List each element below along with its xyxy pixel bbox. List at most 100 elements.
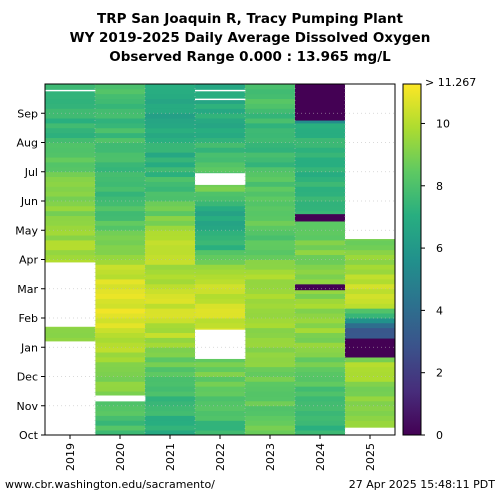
colorbar-tick-label: 0 [436, 429, 443, 442]
heatmap-cell [95, 166, 146, 173]
heatmap-cell [95, 210, 146, 217]
heatmap-cell [295, 410, 346, 416]
heatmap-cell [145, 103, 196, 109]
heatmap-cell [145, 318, 196, 324]
heatmap-cell [45, 332, 96, 338]
heatmap-cell [95, 220, 146, 226]
heatmap-cell [245, 230, 296, 236]
heatmap-cell [95, 123, 146, 129]
heatmap-cell [345, 249, 396, 256]
heatmap-cell [195, 132, 246, 139]
heatmap-cell [295, 347, 346, 353]
heatmap-cell [145, 337, 196, 343]
heatmap-cell [245, 196, 296, 202]
heatmap-cell [245, 98, 296, 104]
heatmap-cell [145, 123, 196, 129]
heatmap-cell [145, 225, 196, 231]
heatmap-cell [145, 181, 196, 187]
heatmap-cell [45, 152, 96, 158]
heatmap-cell [195, 152, 246, 158]
heatmap-cell [95, 337, 146, 343]
heatmap-cell [145, 137, 196, 143]
heatmap-cell [45, 84, 96, 90]
heatmap-cell [45, 162, 96, 168]
heatmap-cell [245, 215, 296, 221]
source-url[interactable]: www.cbr.washington.edu/sacramento/ [5, 478, 215, 491]
heatmap-cell [195, 254, 246, 260]
heatmap-cell [195, 400, 246, 407]
heatmap-cell [145, 283, 196, 290]
heatmap-cell [245, 410, 296, 416]
y-tick-label: Oct [19, 429, 39, 442]
heatmap-cell [295, 259, 346, 265]
heatmap-cell [95, 425, 146, 431]
heatmap-cell [195, 205, 246, 212]
heatmap-cell [45, 205, 96, 212]
heatmap-cell [195, 318, 246, 324]
heatmap-cell [45, 244, 96, 251]
heatmap-cell [145, 405, 196, 412]
heatmap-cell [95, 176, 146, 182]
heatmap-cell [95, 400, 146, 407]
heatmap-cell [245, 371, 296, 377]
heatmap-cell [295, 313, 346, 319]
heatmap-cell [95, 391, 146, 397]
heatmap-cell [245, 244, 296, 251]
heatmap-cell [45, 166, 96, 173]
heatmap-cell [245, 318, 296, 324]
heatmap-cell [295, 264, 346, 270]
heatmap-cell [245, 127, 296, 134]
heatmap-cell [345, 420, 396, 426]
heatmap-cell [245, 259, 296, 265]
heatmap-cell [95, 118, 146, 124]
heatmap-cell [295, 269, 346, 275]
heatmap-cell [195, 313, 246, 319]
heatmap-cell [295, 240, 346, 246]
heatmap-cell [145, 191, 196, 197]
heatmap-cell [45, 240, 96, 246]
x-axis: 2019 2020 2021 2022 2023 2024 2025 [64, 435, 377, 471]
heatmap-cell [295, 127, 346, 134]
heatmap-cell [95, 147, 146, 153]
heatmap-cell [295, 186, 346, 192]
heatmap-cell [295, 332, 346, 338]
heatmap-cell [95, 420, 146, 426]
chart-title-line1: TRP San Joaquin R, Tracy Pumping Plant [97, 11, 403, 27]
heatmap-cell [295, 220, 346, 226]
heatmap-cell [45, 93, 96, 100]
y-tick-label: Sep [17, 107, 38, 120]
heatmap-cell [95, 191, 146, 197]
heatmap-cell [295, 176, 346, 182]
missing-data-gap [95, 395, 146, 402]
heatmap-cell [295, 249, 346, 256]
heatmap-cell [45, 230, 96, 236]
heatmap-cell [245, 322, 296, 329]
heatmap-cell [245, 274, 296, 280]
heatmap-cell [245, 152, 296, 158]
heatmap-cell [245, 142, 296, 148]
heatmap-cell [245, 235, 296, 241]
heatmap-cell [345, 405, 396, 412]
heatmap-cell [145, 357, 196, 363]
heatmap-cell [195, 410, 246, 416]
heatmap-cell [145, 298, 196, 304]
heatmap-cell [195, 386, 246, 392]
heatmap-cell [145, 147, 196, 153]
heatmap-cell [245, 342, 296, 348]
heatmap-cell [295, 420, 346, 426]
heatmap-cell [245, 123, 296, 129]
missing-data-gaps [45, 84, 396, 435]
heatmap-cell [95, 288, 146, 295]
heatmap-cell [245, 171, 296, 178]
heatmap-cell [345, 240, 396, 246]
heatmap-cell [295, 357, 346, 363]
heatmap-cell [295, 166, 346, 173]
heatmap-cell [145, 332, 196, 338]
heatmap-cell [95, 283, 146, 290]
heatmap-cell [95, 244, 146, 251]
heatmap-cell [195, 113, 246, 119]
heatmap-cell [95, 137, 146, 143]
grid-lines [45, 84, 395, 435]
heatmap-cell [345, 269, 396, 275]
heatmap-cell [295, 376, 346, 382]
